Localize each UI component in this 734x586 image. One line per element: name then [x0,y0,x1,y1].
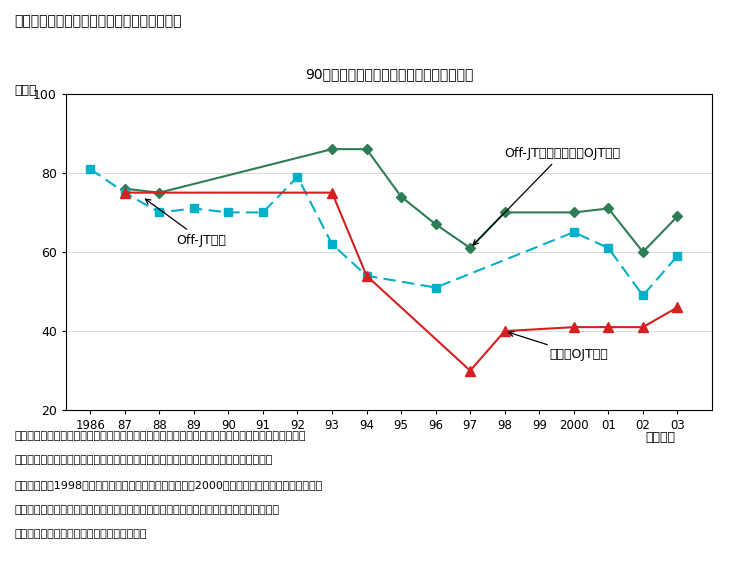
Text: による。両者は調査方法等が異なるため単純な比較はできないことに注意。: による。両者は調査方法等が異なるため単純な比較はできないことに注意。 [15,505,280,515]
Text: Off-JTまたは計画的OJT実施: Off-JTまたは計画的OJT実施 [473,146,621,245]
Text: Off-JT実施: Off-JT実施 [145,199,227,247]
Text: 90年代に職業教育訓練実施率は大きく低下: 90年代に職業教育訓練実施率は大きく低下 [305,67,473,81]
Text: 第３－２－７図　職業教育訓練実施率の推移: 第３－２－７図 職業教育訓練実施率の推移 [15,15,182,29]
Text: ２．項目ごとに調査を行っていない年度があるため、そのままつないでいる。: ２．項目ごとに調査を行っていない年度があるため、そのままつないでいる。 [15,455,273,465]
Text: ３．1998年までが「民間教育訓練実態調査」、2000年度以降が「能力開発基本調査」: ３．1998年までが「民間教育訓練実態調査」、2000年度以降が「能力開発基本調… [15,480,323,490]
Text: （％）: （％） [15,84,37,97]
Text: （備考）１．厚生労働省「能力開発基本調査」、旧労働省「民間教育訓練実態調査」により作成。: （備考）１．厚生労働省「能力開発基本調査」、旧労働省「民間教育訓練実態調査」によ… [15,431,306,441]
Text: ４．一部暦年単位のデータを含む。: ４．一部暦年単位のデータを含む。 [15,529,148,539]
Text: （年度）: （年度） [645,431,675,444]
Text: 計画的OJT実施: 計画的OJT実施 [509,332,608,362]
